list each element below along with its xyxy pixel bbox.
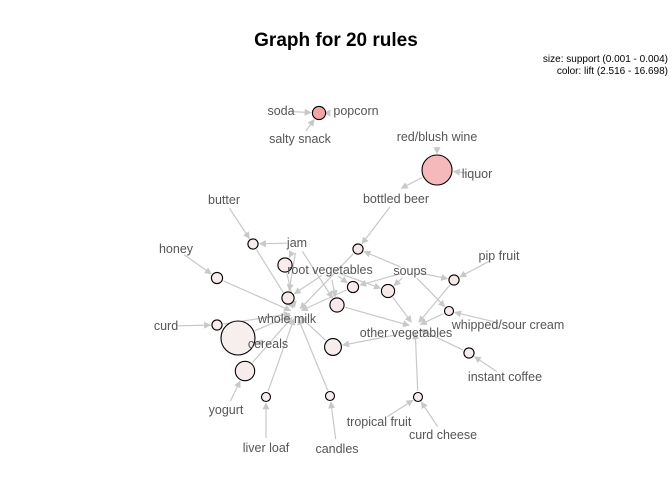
- edge-r19-to-whole_milk: [297, 317, 329, 391]
- rule-node-r19: [324, 390, 336, 402]
- edge-instant_coffee-to-r17: [473, 356, 498, 372]
- edge-jam-to-r10: [301, 251, 333, 299]
- item-label-yogurt: yogurt: [209, 403, 244, 417]
- edge-r8-to-other_vegetables: [392, 297, 412, 323]
- edge-other_vegetables-to-r16: [342, 334, 397, 348]
- item-label-soups: soups: [393, 264, 426, 278]
- edge-r9-to-whole_milk: [287, 300, 294, 309]
- rule-node-r6: [352, 243, 364, 255]
- edge-liquor-to-r2: [452, 168, 468, 176]
- edge-jam-to-r3: [258, 240, 288, 248]
- edge-tropical_fruit-to-r20: [387, 399, 414, 418]
- edge-r6-to-whole_milk: [299, 253, 354, 310]
- item-label-tropical-fruit: tropical fruit: [347, 415, 412, 429]
- edge-r14-to-whole_milk: [254, 314, 292, 332]
- edge-honey-to-r5: [183, 254, 212, 275]
- edge-soups-to-r6: [363, 250, 402, 268]
- rule-node-r16: [324, 338, 342, 356]
- edge-root_vegetables-to-r7: [337, 275, 348, 284]
- rule-node-r8: [380, 283, 396, 299]
- item-label-popcorn: popcorn: [333, 104, 378, 118]
- item-label-pip-fruit: pip fruit: [479, 249, 521, 263]
- item-label-candles: candles: [315, 442, 358, 456]
- rule-node-r13: [211, 319, 223, 331]
- rule-node-r1: [311, 105, 327, 121]
- legend-color: color: lift (2.516 - 16.698): [557, 66, 668, 77]
- edge-r11-to-other_vegetables: [418, 284, 451, 323]
- item-label-curd-cheese: curd cheese: [409, 428, 477, 442]
- edge-r15-to-whole_milk: [251, 316, 293, 363]
- rule-node-r14: [220, 320, 256, 356]
- item-label-liver-loaf: liver loaf: [243, 441, 290, 455]
- item-label-cereals: cereals: [248, 337, 288, 351]
- edge-r10-to-other_vegetables: [345, 306, 410, 328]
- rule-node-r20: [412, 391, 424, 403]
- rule-node-r10: [329, 297, 345, 313]
- edge-r17-to-other_vegetables: [419, 329, 464, 351]
- item-label-butter: butter: [208, 193, 240, 207]
- edge-pip_fruit-to-r11: [459, 260, 491, 278]
- edge-r12-to-other_vegetables: [419, 313, 444, 325]
- edge-root_vegetables-to-r10: [330, 279, 338, 298]
- edge-soups-to-r11: [419, 272, 449, 281]
- rule-node-r12: [443, 305, 455, 317]
- edge-r18-to-whole_milk: [267, 318, 296, 392]
- item-label-whipped-sour-cream: whipped/sour cream: [451, 318, 565, 332]
- edge-yogurt-to-r15: [229, 380, 241, 402]
- edge-r2-to-bottled_beer: [400, 176, 423, 189]
- item-label-root-vegetables: root vegetables: [287, 263, 372, 277]
- rule-node-r17: [463, 347, 475, 359]
- edge-salty_snack-to-r1: [305, 118, 315, 132]
- item-label-honey: honey: [159, 242, 194, 256]
- edge-butter-to-r3: [228, 207, 250, 240]
- edge-r16-to-whole_milk: [299, 316, 327, 341]
- rule-node-r11: [448, 274, 460, 286]
- edge-curd-to-r13: [175, 321, 212, 329]
- edge-bottled_beer-to-r6: [361, 206, 391, 245]
- edge-soups-to-r12: [416, 277, 446, 308]
- item-label-soda: soda: [267, 104, 294, 118]
- edge-soda-to-r1: [290, 108, 312, 116]
- rule-nodes-layer: [210, 105, 475, 403]
- edge-jam-to-r9: [286, 252, 296, 292]
- edge-curd_cheese-to-r20: [420, 401, 439, 427]
- rule-node-r2: [421, 154, 453, 186]
- edge-r7-to-whole_milk: [300, 289, 347, 312]
- legend-size: size: support (0.001 - 0.004): [543, 54, 668, 65]
- item-label-curd: curd: [154, 319, 178, 333]
- edge-whipped_sour_cream-to-r12: [454, 310, 499, 324]
- edge-soups-to-r8: [393, 277, 404, 287]
- item-label-jam: jam: [286, 236, 307, 250]
- rule-node-r3: [247, 238, 259, 250]
- item-label-bottled-beer: bottled beer: [363, 192, 429, 206]
- graph-title: Graph for 20 rules: [254, 30, 418, 51]
- rule-node-r18: [260, 391, 272, 403]
- edge-jam-to-r4: [288, 250, 296, 259]
- item-label-whole-milk: whole milk: [257, 312, 317, 326]
- item-label-salty-snack: salty snack: [269, 132, 332, 146]
- item-label-liquor: liquor: [462, 167, 493, 181]
- rule-node-r15: [234, 360, 256, 382]
- edge-r5-to-whole_milk: [223, 280, 292, 312]
- edge-candles-to-r19: [328, 401, 337, 440]
- rule-node-r5: [210, 271, 224, 285]
- edge-root_vegetables-to-r9: [293, 275, 323, 295]
- item-label-other-vegetables: other vegetables: [360, 326, 452, 340]
- edges-layer: [175, 108, 499, 440]
- rule-node-r9: [281, 291, 295, 305]
- rule-node-r7: [346, 280, 360, 294]
- edge-r20-to-other_vegetables: [412, 332, 420, 392]
- rule-node-r4: [277, 257, 293, 273]
- item-label-red-blush-wine: red/blush wine: [397, 130, 478, 144]
- edge-root_vegetables-to-r8: [339, 272, 382, 290]
- item-label-instant-coffee: instant coffee: [468, 370, 542, 384]
